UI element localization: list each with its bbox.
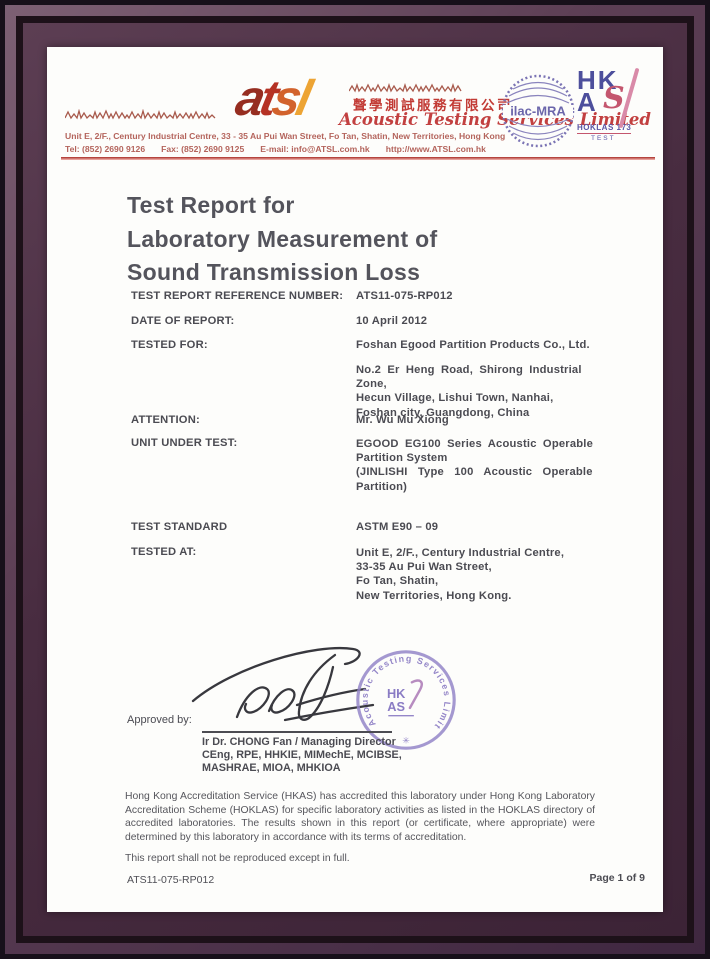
uut-line: Partition System (356, 452, 448, 465)
field-value-tested-for: Foshan Egood Partition Products Co., Ltd… (356, 339, 590, 351)
tested-at-line: 33-35 Au Pui Wan Street, (356, 561, 492, 574)
approver-details: Ir Dr. CHONG Fan / Managing Director CEn… (202, 736, 402, 776)
company-fax: Fax: (852) 2690 9125 (161, 144, 245, 154)
header-divider (61, 157, 655, 160)
seismic-wave-top-icon (349, 83, 462, 93)
seismic-wave-left-icon (65, 109, 216, 120)
company-address: Unit E, 2/F., Century Industrial Centre,… (65, 131, 506, 141)
hoklas-scheme-label: HOKLAS 173 (577, 123, 632, 134)
picture-frame-mat: atsl 聲學測試服務有限公司 Acoustic Testing Service… (23, 23, 687, 936)
field-value-date: 10 April 2012 (356, 315, 428, 327)
address-line: No.2 Er Heng Road, Shirong Industrial Zo… (356, 364, 582, 391)
company-website: http://www.ATSL.com.hk (385, 144, 486, 154)
ilac-mra-label: ilac-MRA (510, 104, 566, 119)
hkas-letter-s: S (603, 81, 625, 116)
address-line: Foshan city, Guangdong, China (356, 406, 530, 419)
signature-line (202, 731, 392, 733)
ilac-mra-logo: ilac-MRA (501, 74, 575, 148)
hoklas-test-label: TEST (591, 135, 616, 142)
uut-line: Partition) (356, 480, 408, 493)
stamp-center-as: AS (387, 699, 405, 714)
approved-by-label: Approved by: (127, 714, 192, 726)
uut-line: EGOOD EG100 Series Acoustic Operable (356, 438, 594, 450)
field-label-reference-number: TEST REPORT REFERENCE NUMBER: (131, 290, 344, 302)
report-title-line: Laboratory Measurement of (127, 225, 438, 252)
page-indicator: Page 1 of 9 (589, 872, 645, 884)
tested-at-line: Fo Tan, Shatin, (356, 575, 439, 588)
hkas-logo: HK A S HOKLAS 173 TEST (577, 65, 661, 142)
tested-at-line: Unit E, 2/F., Century Industrial Centre, (356, 547, 565, 559)
footer-report-reference: ATS11-075-RP012 (127, 874, 215, 886)
test-report-page: atsl 聲學測試服務有限公司 Acoustic Testing Service… (47, 47, 663, 912)
approver-name: Ir Dr. CHONG Fan / Managing Director (202, 736, 396, 748)
field-value-tested-at: Unit E, 2/F., Century Industrial Centre,… (356, 546, 601, 603)
field-value-attention: Mr. Wu Mu Xiong (356, 414, 449, 426)
field-label-date: DATE OF REPORT: (131, 315, 235, 327)
uut-line: (JINLISHI Type 100 Acoustic Operable (356, 466, 593, 479)
reproduction-note: This report shall not be reproduced exce… (125, 853, 350, 864)
tested-for-address: No.2 Er Heng Road, Shirong Industrial Zo… (356, 363, 601, 420)
field-label-unit-under-test: UNIT UNDER TEST: (131, 437, 238, 449)
approver-qualifications: MASHRAE, MIOA, MHKIOA (202, 762, 341, 775)
company-email: E-mail: info@ATSL.com.hk (260, 144, 370, 154)
field-value-unit-under-test: EGOOD EG100 Series Acoustic Operable Par… (356, 437, 601, 494)
stamp-center-hk: HK (387, 686, 406, 701)
company-tel: Tel: (852) 2690 9126 (65, 144, 146, 154)
field-label-tested-at: TESTED AT: (131, 546, 197, 558)
accreditation-statement: Hong Kong Accreditation Service (HKAS) h… (125, 791, 595, 843)
field-label-tested-for: TESTED FOR: (131, 339, 208, 351)
hkas-letters-hk: HK (577, 65, 619, 95)
field-value-reference-number: ATS11-075-RP012 (356, 290, 453, 302)
field-label-attention: ATTENTION: (131, 414, 200, 426)
address-line: Hecun Village, Lishui Town, Nanhai, (356, 392, 554, 405)
company-contact-line: Tel: (852) 2690 9126 Fax: (852) 2690 912… (65, 144, 486, 154)
field-label-test-standard: TEST STANDARD (131, 521, 228, 533)
picture-frame-lip: atsl 聲學測試服務有限公司 Acoustic Testing Service… (5, 5, 705, 954)
tested-at-line: New Territories, Hong Kong. (356, 589, 512, 602)
approver-qualifications: CEng, RPE, HHKIE, MIMechE, MCIBSE, (202, 749, 402, 762)
stamp-tick-icon (408, 679, 423, 710)
company-name-chinese: 聲學測試服務有限公司 (353, 98, 513, 113)
picture-frame-groove: atsl 聲學測試服務有限公司 Acoustic Testing Service… (16, 16, 694, 943)
atsl-logo: atsl (231, 70, 313, 126)
report-title-line: Test Report for (127, 192, 295, 218)
report-title: Test Report for Laboratory Measurement o… (127, 189, 437, 290)
report-title-line: Sound Transmission Loss (127, 259, 421, 285)
company-stamp: Acoustic Testing Services Limited ✳ HK A… (347, 641, 456, 750)
stamp-asterisk: ✳ (402, 735, 410, 745)
hkas-letters-a: A (577, 87, 598, 117)
field-value-test-standard: ASTM E90 – 09 (356, 521, 439, 533)
